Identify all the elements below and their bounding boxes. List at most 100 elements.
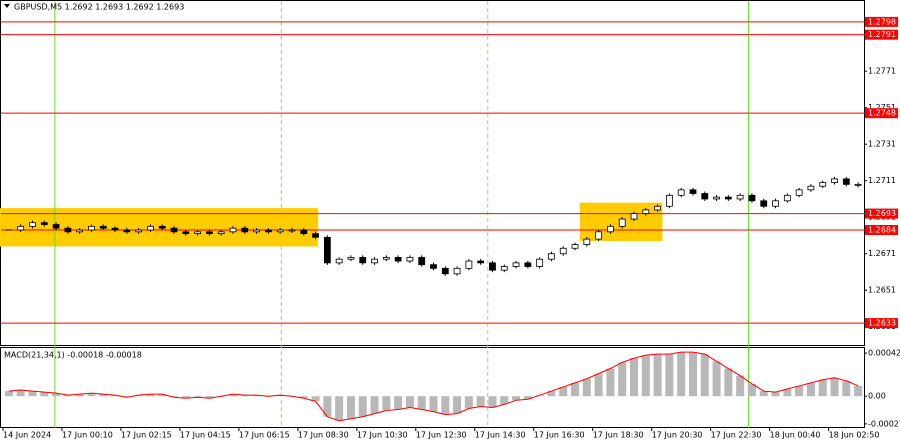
candle (748, 194, 756, 202)
candle (465, 260, 473, 269)
level-label: 1.2684 (868, 226, 896, 235)
candle (548, 253, 555, 260)
candle (359, 256, 367, 264)
macd-title: MACD(21,34,1) -0.00018 -0.00018 (4, 351, 142, 360)
x-tick-label: 17 Jun 12:30 (416, 431, 467, 440)
candle (206, 231, 213, 235)
x-tick-label: 17 Jun 14:30 (475, 431, 526, 440)
macd-bar (193, 396, 202, 398)
candle (158, 225, 166, 229)
macd-bar (476, 396, 485, 407)
menu-arrow[interactable] (4, 4, 10, 8)
candle (288, 229, 296, 232)
candle (323, 236, 331, 264)
candle (382, 256, 390, 260)
candle (654, 205, 661, 211)
macd-bar (724, 368, 733, 397)
candle (760, 200, 768, 207)
macd-bar (559, 386, 568, 397)
x-tick-label: 17 Jun 16:30 (534, 431, 585, 440)
macd-bar (87, 393, 96, 397)
macd-bar (358, 396, 367, 417)
macd-bar (405, 396, 414, 408)
macd-bar (99, 394, 108, 397)
candle (854, 183, 862, 186)
level-label: 1.2748 (868, 109, 896, 118)
macd-bar (606, 368, 615, 397)
y-tick-label: 1.2771 (868, 67, 896, 76)
level-label-box (865, 108, 898, 119)
candle (807, 185, 815, 191)
candle (253, 229, 260, 233)
macd-bar (158, 394, 167, 397)
macd-bar (134, 395, 143, 397)
candle (406, 256, 414, 262)
macd-bar (523, 396, 532, 400)
macd-bar (630, 358, 639, 397)
x-tick-label: 17 Jun 02:15 (121, 431, 172, 440)
macd-bar (712, 361, 721, 397)
macd-bar (146, 394, 155, 397)
macd-bar (854, 385, 863, 397)
macd-bar (52, 393, 61, 397)
candle (477, 260, 485, 264)
level-label: 1.2633 (868, 319, 896, 328)
x-tick-label: 17 Jun 00:10 (62, 431, 113, 440)
macd-bar (618, 362, 627, 397)
macd-bar (665, 354, 674, 397)
candle (182, 231, 190, 235)
macd-bar (122, 396, 131, 398)
candle (689, 189, 697, 194)
x-tick-label: 17 Jun 22:30 (711, 431, 762, 440)
candle (170, 227, 178, 233)
candle (40, 222, 48, 225)
y-tick-label: 1.2751 (868, 103, 896, 112)
macd-bar (700, 354, 709, 397)
x-tick-label: 17 Jun 18:30 (593, 431, 644, 440)
level-label-box (865, 225, 898, 235)
candle (819, 182, 827, 187)
macd-bar (688, 352, 697, 397)
macd-bar (63, 395, 72, 397)
candle (99, 225, 107, 229)
macd-bar (429, 396, 438, 412)
candle (453, 267, 461, 275)
macd-bar (453, 396, 462, 414)
macd-bar (40, 392, 49, 397)
candle (489, 262, 496, 271)
candle (607, 225, 614, 233)
macd-bar (16, 390, 25, 397)
candle (430, 264, 437, 269)
candle (642, 209, 650, 214)
candle (583, 238, 591, 246)
candle (701, 193, 709, 200)
candle (441, 267, 449, 275)
candle (736, 194, 744, 200)
macd-bar (641, 355, 650, 397)
candle (335, 258, 343, 264)
candle (17, 225, 25, 231)
x-tick-label: 17 Jun 20:30 (652, 431, 703, 440)
x-tick-label: 17 Jun 04:15 (180, 431, 231, 440)
macd-y-tick-label: -0.00027 (868, 419, 900, 428)
x-tick-label: 14 Jun 2024 (3, 431, 51, 440)
macd-bar (736, 375, 745, 397)
macd-bar (252, 395, 261, 397)
macd-bar (771, 392, 780, 397)
macd-bar (512, 396, 521, 401)
level-label-box (865, 29, 898, 40)
macd-bar (795, 385, 804, 397)
y-tick-label: 1.2731 (868, 140, 896, 149)
macd-bar (441, 396, 450, 415)
macd-bar (488, 396, 497, 408)
candle (371, 258, 378, 264)
candle (783, 194, 791, 202)
candle (229, 227, 237, 233)
candle (147, 225, 154, 231)
level-label: 1.2693 (868, 209, 896, 218)
x-tick-label: 17 Jun 06:15 (239, 431, 290, 440)
x-tick-label: 17 Jun 10:30 (357, 431, 408, 440)
macd-panel (0, 347, 865, 428)
